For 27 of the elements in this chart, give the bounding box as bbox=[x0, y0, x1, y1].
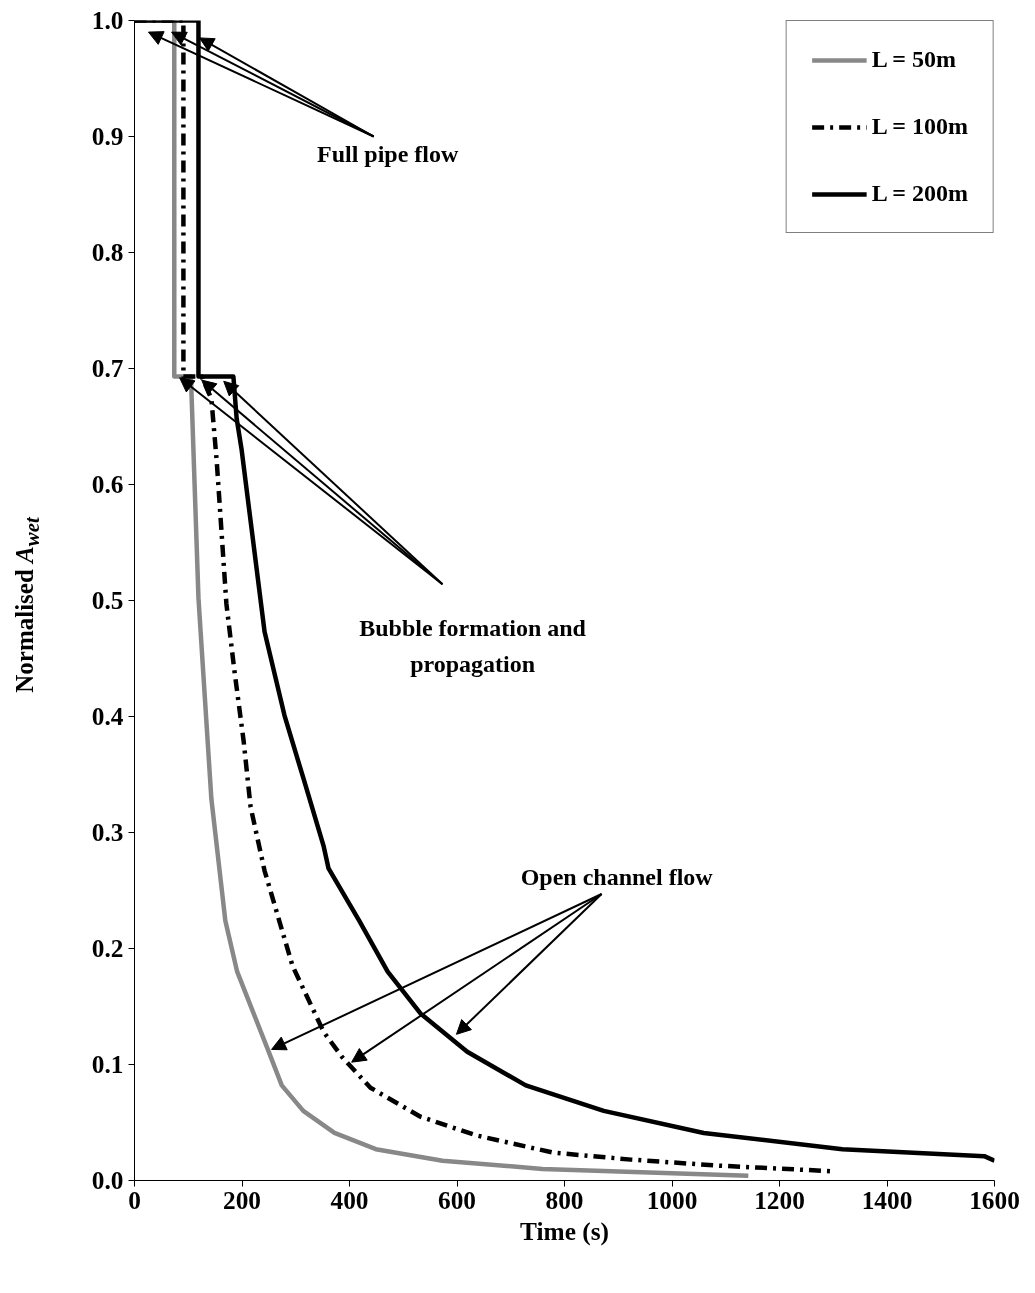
y-tick-label: 0.8 bbox=[91, 238, 124, 266]
x-tick-label: 200 bbox=[223, 1185, 261, 1214]
x-tick-label: 1000 bbox=[646, 1185, 698, 1214]
y-tick-label: 1.0 bbox=[91, 6, 124, 34]
y-tick-label: 0.2 bbox=[91, 934, 124, 962]
x-tick-label: 1600 bbox=[969, 1185, 1020, 1214]
annotation: Full pipe flow bbox=[316, 140, 460, 167]
x-axis-title: Time (s) bbox=[520, 1216, 609, 1246]
annotation: Bubble formation and propagation bbox=[359, 615, 587, 678]
legend-label: L = 50m bbox=[871, 46, 956, 73]
y-tick-label: 0.5 bbox=[91, 586, 124, 614]
x-tick-label: 600 bbox=[438, 1185, 476, 1214]
y-tick-label: 0.1 bbox=[91, 1050, 124, 1078]
y-tick-label: 0.0 bbox=[91, 1166, 124, 1194]
x-tick-label: 400 bbox=[330, 1185, 369, 1214]
y-tick-label: 0.3 bbox=[91, 818, 124, 846]
x-tick-label: 800 bbox=[545, 1185, 584, 1214]
y-tick-label: 0.9 bbox=[91, 122, 124, 150]
y-tick-label: 0.6 bbox=[91, 470, 124, 498]
y-tick-label: 0.7 bbox=[91, 354, 124, 382]
x-tick-label: 1200 bbox=[754, 1185, 805, 1214]
legend-label: L = 200m bbox=[871, 180, 968, 207]
x-tick-label: 1400 bbox=[861, 1185, 913, 1214]
annotation: Open channel flow bbox=[520, 863, 714, 890]
x-tick-label: 0 bbox=[128, 1185, 141, 1214]
y-tick-label: 0.4 bbox=[91, 702, 124, 730]
legend-label: L = 100m bbox=[871, 113, 968, 140]
